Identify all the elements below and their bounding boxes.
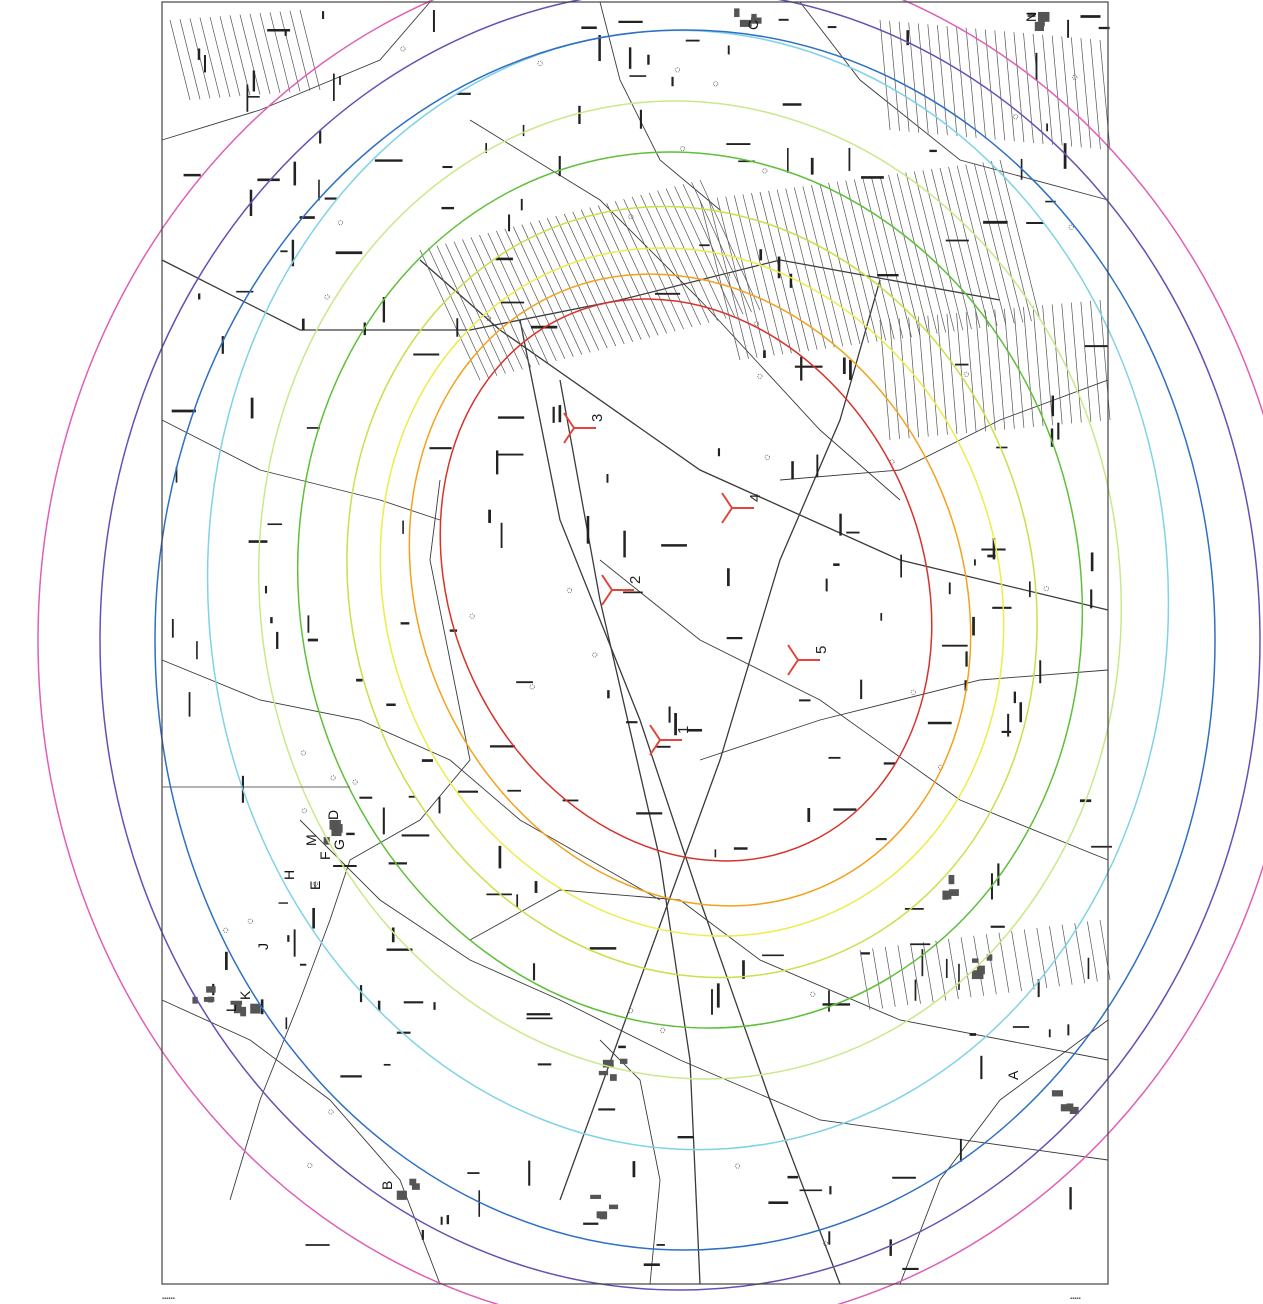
field-boundary — [699, 669, 1109, 761]
field-boundary — [229, 859, 351, 1201]
turbine-label: 4 — [747, 494, 764, 502]
receptor-label-f: F — [317, 851, 333, 860]
cadastral-base-map — [161, 1, 1113, 1285]
contour-6 — [258, 100, 1122, 1080]
strip-parcels — [169, 9, 321, 101]
field-boundary — [299, 819, 1109, 1161]
turbine-icon — [787, 644, 820, 676]
field-boundary — [349, 479, 471, 861]
field-boundary — [599, 1039, 661, 1285]
field-boundary — [599, 559, 1109, 861]
field-boundary — [559, 379, 701, 1285]
noise-contours — [37, 0, 1263, 1304]
turbine-5: 5 — [787, 644, 830, 676]
turbine-2: 2 — [601, 574, 644, 606]
receptor-label-k: K — [237, 990, 253, 1000]
field-boundary — [469, 889, 1109, 1061]
field-boundary — [419, 259, 1109, 611]
receptor-label-l: L — [223, 1004, 239, 1012]
contour-9 — [99, 0, 1261, 1291]
contour-4 — [346, 205, 1038, 979]
turbine-3: 3 — [563, 412, 606, 444]
turbine-1: 1 — [649, 724, 692, 756]
contour-8 — [154, 29, 1216, 1251]
turbine-icon — [601, 574, 634, 606]
contour-2 — [408, 273, 972, 907]
turbine-layer: 1 2 3 4 5 — [563, 412, 830, 756]
field-boundary — [519, 319, 841, 1285]
field-boundary — [469, 119, 901, 501]
turbine-4: 4 — [721, 492, 764, 524]
map-frame — [161, 1, 1109, 1285]
field-boundary — [161, 1, 431, 141]
strip-parcels — [879, 19, 1111, 151]
sheet-stamp-bottom-right: ▪▪▪▪▪ — [1070, 1296, 1081, 1302]
turbine-icon — [563, 412, 596, 444]
receptor-label-i: I — [275, 901, 291, 905]
strip-parcels — [699, 159, 1041, 361]
receptor-label-h: H — [281, 870, 297, 880]
contour-1 — [439, 298, 933, 862]
receptor-label-n: N — [1023, 12, 1039, 22]
receptor-label-e: E — [307, 881, 323, 890]
turbine-label: 1 — [675, 726, 692, 734]
field-boundary — [161, 999, 441, 1285]
strip-parcels — [859, 919, 1111, 1011]
turbine-label: 5 — [813, 646, 830, 654]
turbine-label: 2 — [627, 576, 644, 584]
contour-3 — [379, 247, 1005, 937]
receptor-label-c: C — [745, 20, 761, 30]
contour-5 — [296, 151, 1084, 1029]
turbine-icon — [649, 724, 682, 756]
field-boundary — [161, 419, 441, 521]
receptor-label-d: D — [325, 810, 341, 820]
field-boundary — [559, 279, 881, 1201]
receptor-label-m: M — [303, 834, 319, 846]
turbine-icon — [721, 492, 754, 524]
receptor-label-j: J — [255, 943, 271, 950]
contour-10 — [37, 0, 1263, 1304]
receptor-layer: A B C D E FG H I J KL M N — [223, 12, 1039, 1190]
turbine-label: 3 — [589, 414, 606, 422]
strip-parcels — [879, 299, 1111, 441]
sheet-stamp-bottom-left: ▪▪▪▪▪▪ — [162, 1296, 175, 1302]
receptor-label-b: B — [379, 1181, 395, 1190]
contour-7 — [206, 29, 1170, 1151]
receptor-label-g: G — [331, 839, 347, 850]
receptor-label-a: A — [1005, 1070, 1021, 1080]
field-boundary — [899, 1019, 1109, 1285]
